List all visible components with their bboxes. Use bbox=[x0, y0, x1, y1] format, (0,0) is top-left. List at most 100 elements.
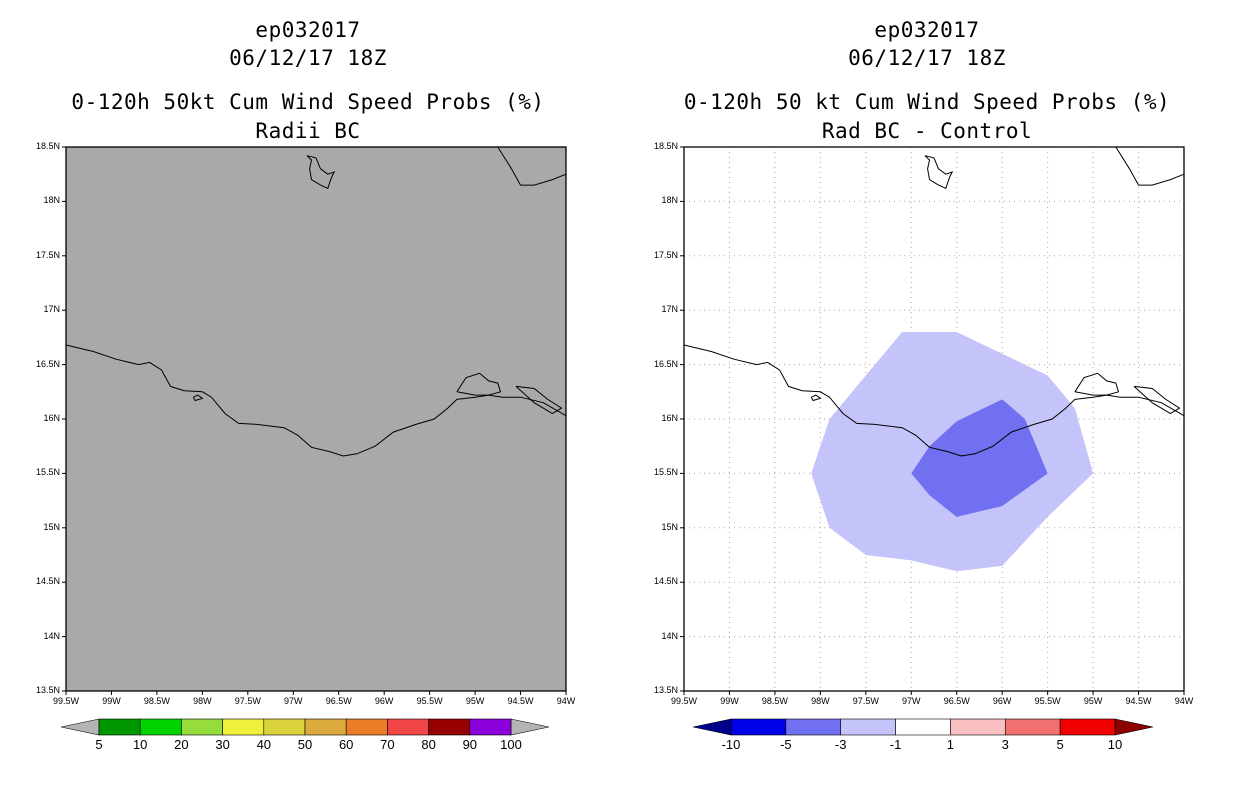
right-y-tick-label: 13.5N bbox=[653, 685, 678, 695]
right-colorbar-low-arrow bbox=[692, 718, 732, 736]
left-x-tick-label: 98.5W bbox=[143, 696, 170, 706]
right-colorbar-label: 3 bbox=[1001, 737, 1009, 752]
left-y-tick-label: 16.5N bbox=[35, 358, 60, 369]
right-x-tick-label: 97W bbox=[902, 696, 921, 706]
right-x-tick-label: 95W bbox=[1083, 696, 1103, 706]
right-x-tick-label: 98W bbox=[811, 696, 830, 706]
right-x-tick-label: 94.5W bbox=[1125, 696, 1152, 706]
left-colorbar-swatch bbox=[139, 718, 182, 736]
left-y-tick-label: 15N bbox=[43, 521, 60, 532]
right-colorbar-label: -5 bbox=[780, 737, 792, 752]
right-x-tick-label: 96.5W bbox=[943, 696, 970, 706]
right-y-tick-label: 15N bbox=[661, 521, 678, 532]
left-colorbar-label: 60 bbox=[338, 737, 354, 752]
right-x-tick-label: 96W bbox=[992, 696, 1012, 706]
left-colorbar-swatch bbox=[428, 718, 471, 736]
left-x-tick-label: 97W bbox=[284, 696, 303, 706]
left-y-tick-label: 13.5N bbox=[35, 685, 60, 695]
right-colorbar-swatch bbox=[1059, 718, 1116, 736]
right-map-panel bbox=[680, 146, 1185, 695]
right-contour-minus5-to-minus3 bbox=[911, 399, 1048, 517]
right-x-tick-label: 95.5W bbox=[1034, 696, 1061, 706]
right-colorbar-label: 5 bbox=[1056, 737, 1064, 752]
right-coastline-lagoon bbox=[1074, 372, 1120, 396]
right-colorbar-high-arrow bbox=[1114, 718, 1154, 736]
left-colorbar-swatch bbox=[469, 718, 512, 736]
left-map-panel bbox=[62, 146, 567, 695]
left-y-tick-label: 17.5N bbox=[35, 249, 60, 260]
left-y-tick-label: 14.5N bbox=[35, 576, 60, 587]
left-colorbar-swatch bbox=[387, 718, 429, 736]
left-colorbar-label: 50 bbox=[297, 737, 313, 752]
left-x-tick-label: 96W bbox=[374, 696, 394, 706]
left-colorbar-swatch bbox=[263, 718, 306, 736]
left-coastline-mainland bbox=[65, 344, 567, 457]
left-y-tick-label: 18.5N bbox=[35, 141, 60, 151]
right-coastline-lagoon bbox=[810, 394, 822, 402]
right-colorbar-label: -3 bbox=[834, 737, 847, 752]
left-colorbar-swatch bbox=[304, 718, 347, 736]
right-colorbar-label: -1 bbox=[889, 737, 902, 752]
right-coastline-mainland bbox=[683, 344, 1185, 457]
left-coastline-lagoon bbox=[192, 394, 204, 402]
left-colorbar-label: 20 bbox=[174, 737, 189, 752]
right-colorbar-swatch bbox=[785, 718, 842, 736]
left-y-tick-label: 18N bbox=[43, 195, 60, 206]
right-x-tick-label: 97.5W bbox=[852, 696, 879, 706]
right-x-tick-label: 94W bbox=[1174, 696, 1194, 706]
left-map-background bbox=[66, 147, 566, 691]
right-chart-subtitle: Rad BC - Control bbox=[821, 119, 1033, 143]
right-y-tick-label: 14N bbox=[661, 630, 678, 641]
right-colorbar-swatch bbox=[730, 718, 787, 736]
left-colorbar-label: 10 bbox=[132, 737, 148, 752]
right-x-tick-label: 99.5W bbox=[670, 696, 698, 706]
right-x-tick-label: 99W bbox=[720, 696, 739, 706]
left-x-tick-label: 96.5W bbox=[325, 696, 352, 706]
left-colorbar-low-arrow bbox=[60, 718, 100, 736]
left-colorbar-swatch bbox=[345, 718, 388, 736]
right-colorbar-label: 10 bbox=[1107, 737, 1123, 752]
right-y-tick-label: 16N bbox=[661, 413, 678, 423]
right-y-tick-label: 17N bbox=[661, 304, 678, 315]
right-coastline-northeast bbox=[1115, 146, 1185, 186]
left-y-tick-label: 14N bbox=[43, 630, 60, 641]
left-colorbar bbox=[60, 718, 550, 736]
left-colorbar-label: 5 bbox=[95, 737, 103, 752]
left-colorbar-label: 100 bbox=[500, 737, 522, 752]
left-x-tick-label: 95.5W bbox=[416, 696, 443, 706]
left-colorbar-label: 80 bbox=[421, 737, 436, 752]
right-colorbar-label: -10 bbox=[721, 737, 741, 752]
left-colorbar-label: 90 bbox=[462, 737, 478, 752]
left-colorbar-swatch bbox=[181, 718, 223, 736]
right-lake-outline bbox=[924, 155, 954, 189]
right-x-tick-label: 98.5W bbox=[761, 696, 788, 706]
left-y-tick-label: 16N bbox=[43, 413, 60, 423]
left-x-tick-label: 99W bbox=[102, 696, 121, 706]
right-colorbar-swatch bbox=[840, 718, 896, 736]
left-colorbar-swatch bbox=[98, 718, 141, 736]
left-coastline-lagoon bbox=[456, 372, 502, 396]
left-lake-outline bbox=[306, 155, 336, 189]
left-chart-subtitle: Radii BC bbox=[255, 119, 361, 143]
right-colorbar-swatch bbox=[1004, 718, 1061, 736]
right-y-tick-label: 16.5N bbox=[653, 358, 678, 369]
left-x-tick-label: 99.5W bbox=[52, 696, 80, 706]
right-storm-id: ep032017 bbox=[874, 18, 980, 42]
left-colorbar-label: 40 bbox=[256, 737, 272, 752]
left-x-tick-label: 94W bbox=[556, 696, 576, 706]
left-colorbar-label: 30 bbox=[215, 737, 230, 752]
left-y-tick-label: 15.5N bbox=[35, 467, 60, 478]
left-coastline-lagoon bbox=[515, 385, 563, 415]
right-chart-title: 0-120h 50 kt Cum Wind Speed Probs (%) bbox=[683, 90, 1171, 114]
right-colorbar-label: 1 bbox=[946, 737, 955, 752]
left-colorbar-label: 70 bbox=[380, 737, 395, 752]
left-coastline-northeast bbox=[497, 146, 567, 186]
right-colorbar-swatch bbox=[895, 718, 951, 736]
right-y-tick-label: 18N bbox=[661, 195, 678, 206]
left-storm-id: ep032017 bbox=[255, 18, 361, 42]
left-chart-title: 0-120h 50kt Cum Wind Speed Probs (%) bbox=[71, 90, 545, 114]
left-x-tick-label: 97.5W bbox=[234, 696, 261, 706]
left-x-tick-label: 94.5W bbox=[507, 696, 534, 706]
right-y-tick-label: 15.5N bbox=[653, 467, 678, 478]
